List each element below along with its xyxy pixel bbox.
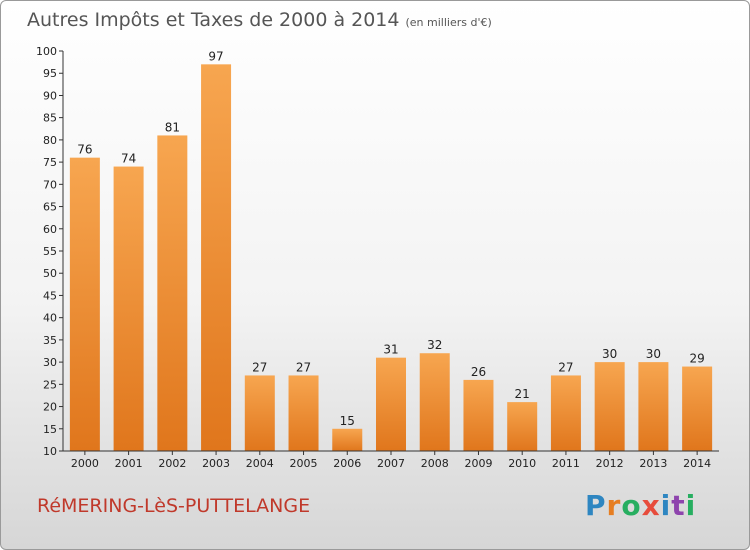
bar [157,135,188,451]
x-tick-label: 2013 [639,457,667,470]
x-tick-label: 2007 [377,457,405,470]
data-label: 32 [427,338,442,352]
x-tick-label: 2012 [596,457,624,470]
y-tick-label: 20 [43,401,57,414]
x-axis: 2000 2001 2002 2003 2004 2005 2006 2007 2008 2009… [63,450,719,470]
data-label: 81 [165,120,180,134]
x-tick-label: 2003 [202,457,230,470]
x-tick-label: 2006 [333,457,361,470]
chart-unit: (en milliers d'€) [405,16,492,29]
bars: 76 74 81 97 27 27 15 31 32 26 21 27 30 30 29 [69,49,713,452]
y-tick-label: 85 [43,112,57,125]
x-tick-label: 2011 [552,457,580,470]
x-tick-label: 2000 [71,457,99,470]
bar [69,157,100,451]
y-tick-label: 10 [43,445,57,458]
y-tick-label: 65 [43,201,57,214]
x-tick-label: 2014 [683,457,711,470]
y-tick-label: 70 [43,178,57,191]
data-label: 15 [340,414,355,428]
y-tick-label: 15 [43,423,57,436]
x-tick-label: 2005 [290,457,318,470]
chart-title-text: Autres Impôts et Taxes de 2000 à 2014 [27,9,400,31]
bar [113,166,144,452]
data-label: 21 [515,387,530,401]
logo-letter: r [606,489,622,522]
y-tick-label: 25 [43,378,57,391]
data-label: 26 [471,365,486,379]
y-tick-label: 90 [43,89,57,102]
y-tick-label: 40 [43,312,57,325]
y-tick-label: 55 [43,245,57,258]
bar [201,64,232,452]
bar [244,375,275,451]
y-tick-label: 30 [43,356,57,369]
logo-letter: x [641,489,661,522]
bar [288,375,319,451]
x-tick-label: 2002 [158,457,186,470]
data-label: 29 [689,352,704,366]
bar [507,402,538,451]
bar [594,362,625,451]
y-tick-label: 45 [43,289,57,302]
logo-letter: t [671,489,686,522]
data-label: 27 [252,360,267,374]
y-tick-label: 60 [43,223,57,236]
y-tick-label: 35 [43,334,57,347]
x-tick-label: 2004 [246,457,274,470]
bar [419,353,450,451]
x-tick-label: 2009 [464,457,492,470]
commune-name: RéMERING-LèS-PUTTELANGE [37,495,311,517]
y-tick-label: 50 [43,267,57,280]
data-label: 30 [602,347,617,361]
data-label: 31 [383,343,398,357]
bar [550,375,581,451]
logo-letter: i [685,489,697,522]
data-label: 74 [121,152,136,166]
y-tick-label: 100 [36,45,57,58]
bar [376,357,406,451]
logo-letter: i [660,489,672,522]
logo-letter: P [585,489,607,522]
bar [332,428,363,451]
y-tick-label: 75 [43,156,57,169]
y-tick-label: 80 [43,134,57,147]
x-tick-label: 2001 [115,457,143,470]
bar [682,366,713,451]
data-label: 27 [558,360,573,374]
data-label: 27 [296,360,311,374]
proxiti-logo: Proxiti [585,489,696,522]
logo-letter: o [621,489,642,522]
data-label: 97 [208,49,223,63]
data-label: 30 [646,347,661,361]
y-axis: 10 15 20 25 30 35 40 45 50 55 60 65 70 75 80 85 90 95 100 [36,45,64,458]
y-tick-label: 95 [43,67,57,80]
data-label: 76 [77,143,92,157]
x-tick-label: 2010 [508,457,536,470]
bar [463,379,494,451]
chart-title: Autres Impôts et Taxes de 2000 à 2014 (en… [27,9,492,31]
bar [638,362,669,451]
x-tick-label: 2008 [421,457,449,470]
